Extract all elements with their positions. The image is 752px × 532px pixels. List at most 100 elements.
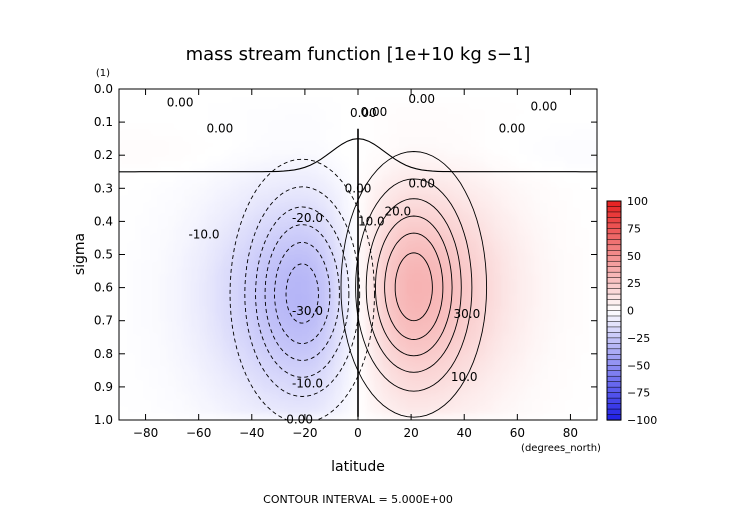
field-cell [142, 221, 152, 229]
field-cell [326, 314, 335, 322]
field-cell [174, 181, 184, 189]
field-cell [142, 347, 152, 355]
field-cell [302, 314, 311, 322]
field-cell [485, 360, 495, 368]
field-cell [350, 108, 359, 117]
field-cell [445, 108, 455, 117]
field-cell [461, 89, 471, 97]
field-cell [238, 201, 248, 209]
field-cell [477, 201, 487, 209]
field-cell [501, 194, 510, 203]
field-cell [278, 221, 287, 229]
field-cell [429, 247, 439, 256]
field-cell [326, 261, 335, 269]
field-cell [294, 314, 303, 322]
field-cell [469, 367, 479, 375]
field-cell [238, 115, 248, 123]
field-cell [230, 274, 240, 282]
field-cell [318, 115, 327, 123]
field-cell [166, 175, 176, 183]
field-cell [453, 128, 463, 136]
field-cell [318, 373, 327, 381]
field-cell [381, 175, 391, 183]
field-cell [262, 175, 271, 183]
field-cell [501, 175, 510, 183]
field-cell [254, 307, 263, 315]
field-cell [421, 241, 431, 249]
colorbar-swatch [606, 250, 622, 257]
field-cell [429, 108, 439, 117]
field-cell [230, 155, 240, 163]
field-cell [581, 314, 590, 322]
field-cell [214, 89, 224, 97]
field-cell [270, 201, 279, 209]
field-cell [214, 353, 224, 362]
field-cell [469, 214, 479, 222]
field-cell [302, 115, 311, 123]
field-cell [142, 128, 152, 136]
field-cell [493, 367, 502, 375]
field-cell [166, 380, 176, 388]
field-cell [238, 247, 248, 256]
field-cell [373, 406, 383, 414]
field-cell [222, 155, 232, 163]
field-cell [381, 161, 391, 170]
field-cell [302, 128, 311, 136]
field-cell [461, 214, 471, 222]
field-cell [238, 234, 248, 242]
field-cell [134, 307, 144, 315]
field-cell [517, 247, 526, 256]
field-cell [461, 353, 471, 362]
field-cell [405, 221, 415, 229]
field-cell [493, 314, 502, 322]
field-cell [453, 194, 463, 203]
field-cell [238, 89, 248, 97]
field-cell [525, 320, 534, 328]
field-cell [581, 327, 590, 335]
field-cell [166, 115, 176, 123]
field-cell [549, 141, 558, 150]
field-cell [509, 128, 518, 136]
field-cell [365, 122, 375, 130]
field-cell [270, 386, 279, 395]
field-cell [142, 314, 152, 322]
field-cell [589, 89, 597, 97]
field-cell [198, 228, 208, 236]
field-cell [493, 95, 502, 103]
field-cell [405, 367, 415, 375]
field-cell [429, 208, 439, 216]
field-cell [214, 254, 224, 262]
field-cell [206, 208, 216, 216]
field-cell [174, 214, 184, 222]
field-cell [190, 307, 200, 315]
field-cell [533, 122, 542, 130]
field-cell [469, 241, 479, 249]
field-cell [493, 287, 502, 295]
field-cell [350, 95, 359, 103]
field-cell [134, 340, 144, 348]
field-cell [126, 234, 136, 242]
field-cell [150, 247, 160, 256]
field-cell [254, 181, 263, 189]
field-cell [565, 228, 574, 236]
field-cell [214, 294, 224, 302]
field-cell [286, 122, 295, 130]
field-cell [246, 141, 256, 150]
field-cell [493, 188, 502, 196]
field-cell [214, 261, 224, 269]
field-cell [373, 181, 383, 189]
field-cell [326, 181, 335, 189]
field-cell [421, 175, 431, 183]
field-cell [278, 128, 287, 136]
field-cell [509, 108, 518, 117]
field-cell [278, 373, 287, 381]
field-cell [302, 122, 311, 130]
field-cell [358, 274, 367, 282]
field-cell [557, 254, 566, 262]
field-cell [342, 95, 351, 103]
field-cell [389, 373, 399, 381]
field-cell [334, 201, 343, 209]
field-cell [302, 194, 311, 203]
field-cell [190, 274, 200, 282]
field-cell [270, 122, 279, 130]
